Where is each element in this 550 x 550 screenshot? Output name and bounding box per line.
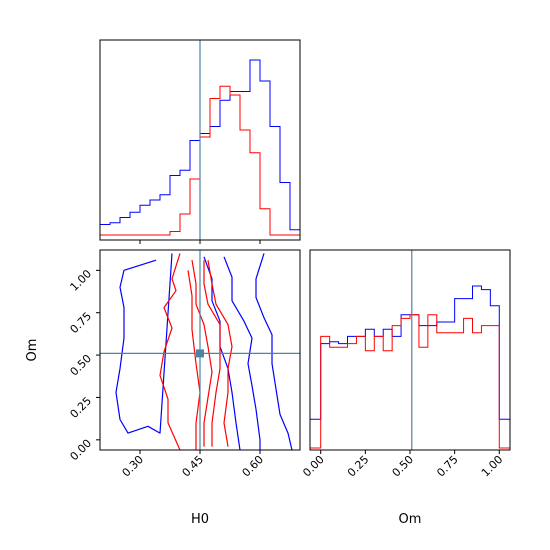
x-axis-label: H0 [191,512,209,527]
red-contour [191,260,213,447]
h0-om-contour-panel: 0.30 0.45 0.60 0.00 0.25 0.50 0.75 1.00 H0 Om [25,249,301,527]
blue-om-histogram [310,285,510,420]
x-tick-label: 0.25 [345,453,372,480]
x-tick-label: 0.50 [390,453,417,480]
y-tick-label: 0.75 [68,310,95,337]
red-contour [203,260,221,447]
contour-lines [115,253,293,450]
om-marginal-frame [309,249,511,451]
y-tick-label: 0.00 [68,437,95,464]
om-marginal-panel: 0.00 0.25 0.50 0.75 1.00 Om [300,249,511,527]
truth-marker [196,349,204,358]
y-axis-label: Om [25,339,40,362]
x-tick-label: 0.75 [434,453,461,480]
x-tick-label: 0.00 [300,453,327,480]
red-h0-histogram [100,85,300,236]
y-tick-label: 0.25 [68,394,95,421]
y-tick-label: 0.50 [68,352,95,379]
x-tick-label: 0.30 [120,453,147,480]
red-contour [207,260,233,447]
h0-marginal-panel [99,39,301,244]
x-tick-label: 0.45 [180,453,207,480]
red-contour [159,253,181,450]
blue-contour [223,256,261,450]
x-tick-label: 0.60 [240,453,267,480]
red-contour [187,270,201,450]
x-axis-label: Om [399,512,422,527]
x-tick-label: 1.00 [479,453,506,480]
blue-contour [255,253,293,450]
red-om-histogram [310,314,510,449]
y-tick-label: 1.00 [68,267,95,294]
blue-contour [115,253,173,434]
